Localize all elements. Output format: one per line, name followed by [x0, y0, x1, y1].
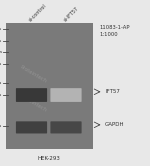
- Text: 50 kDa: 50 kDa: [0, 81, 2, 85]
- Text: GAPDH: GAPDH: [105, 122, 125, 127]
- FancyBboxPatch shape: [16, 88, 47, 102]
- Text: 100 kDa: 100 kDa: [0, 50, 2, 54]
- FancyBboxPatch shape: [16, 121, 47, 133]
- Text: 11083-1-AP
1:1000: 11083-1-AP 1:1000: [99, 25, 129, 37]
- Text: IFT57: IFT57: [105, 89, 120, 94]
- Text: si-IFT57: si-IFT57: [62, 5, 80, 22]
- Text: si-control: si-control: [28, 3, 48, 22]
- Text: 150 kDa: 150 kDa: [0, 39, 2, 43]
- Text: 250 kDa: 250 kDa: [0, 27, 2, 31]
- Text: 70 kDa: 70 kDa: [0, 62, 2, 66]
- FancyBboxPatch shape: [50, 88, 82, 102]
- FancyBboxPatch shape: [50, 121, 82, 133]
- Text: 40 kDa: 40 kDa: [0, 93, 2, 97]
- Text: 30 kDa: 30 kDa: [0, 124, 2, 128]
- Text: Proteintech: Proteintech: [19, 93, 47, 113]
- Text: Proteintech: Proteintech: [19, 65, 47, 84]
- Bar: [6, 23, 93, 149]
- Text: HEK-293: HEK-293: [37, 156, 60, 161]
